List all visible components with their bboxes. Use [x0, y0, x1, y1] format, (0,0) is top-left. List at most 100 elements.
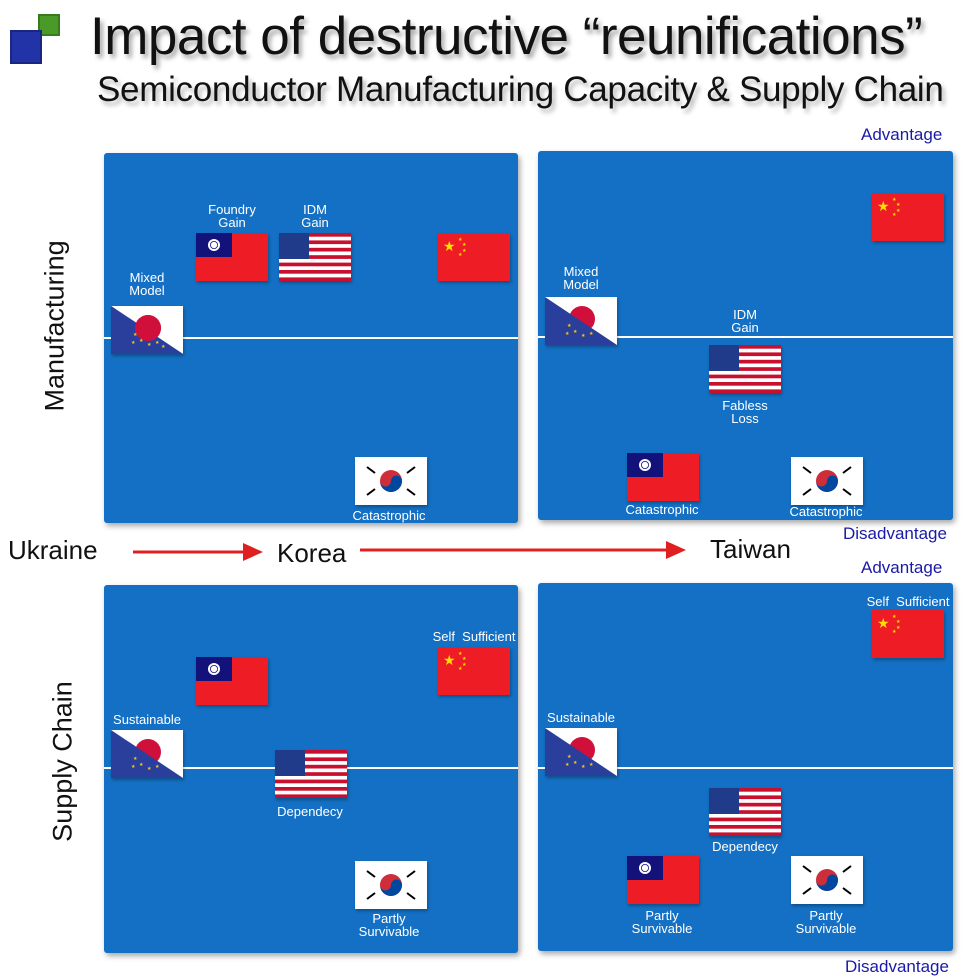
label-self-sufficient: Self Sufficient	[432, 629, 516, 644]
svg-text:★: ★	[573, 329, 578, 335]
label-catastrophic-taiwan: Catastrophic	[625, 502, 699, 517]
svg-text:★: ★	[892, 212, 897, 218]
japan-eu-flag: ★ ★ ★ ★ ★ ★	[111, 306, 183, 354]
china-flag: ★ ★ ★ ★ ★	[438, 233, 510, 281]
svg-text:★: ★	[896, 208, 901, 214]
label-partly-survivable: Partly Survivable	[358, 911, 420, 939]
label-dependecy: Dependecy	[277, 804, 343, 819]
midline	[538, 336, 953, 338]
label-self-sufficient: Self Sufficient	[866, 594, 950, 609]
korea-flag	[355, 457, 427, 505]
svg-text:★: ★	[161, 344, 166, 350]
taiwan-flag	[196, 233, 268, 281]
panel-taiwan-supply-chain: Self Sufficient ★ ★ ★ ★ ★ Sustainable ★ ★ ★ ★ ★ …	[538, 583, 953, 951]
label-partly-survivable-korea: Partly Survivable	[795, 908, 857, 936]
label-idm-gain: IDM Gain	[731, 307, 759, 335]
svg-text:★: ★	[155, 764, 160, 770]
disadvantage-label-top: Disadvantage	[843, 524, 947, 543]
china-flag: ★ ★ ★ ★ ★	[872, 610, 944, 658]
svg-text:★: ★	[565, 331, 570, 337]
usa-flag	[709, 345, 781, 393]
disadvantage-label-bottom: Disadvantage	[845, 957, 949, 976]
midline	[538, 767, 953, 769]
label-sustainable: Sustainable	[113, 712, 181, 727]
svg-text:★: ★	[462, 656, 467, 662]
label-idm-gain: IDM Gain	[301, 202, 329, 230]
svg-text:★: ★	[877, 616, 890, 632]
svg-text:★: ★	[458, 237, 463, 243]
svg-text:★: ★	[581, 333, 586, 339]
svg-text:★: ★	[589, 331, 594, 337]
usa-flag	[709, 788, 781, 836]
svg-text:★: ★	[443, 653, 456, 669]
korea-flag	[791, 856, 863, 904]
taiwan-flag	[627, 856, 699, 904]
label-mixed-model: Mixed Model	[129, 270, 165, 298]
advantage-label-top: Advantage	[861, 125, 943, 144]
svg-text:★: ★	[458, 666, 463, 672]
japan-eu-flag: ★ ★ ★ ★ ★	[545, 297, 617, 345]
svg-text:★: ★	[133, 332, 138, 338]
panel-taiwan-manufacturing: ★ ★ ★ ★ ★ Mixed Model ★ ★ ★ ★ ★ IDM Gain Fabless…	[538, 151, 953, 520]
label-fabless-loss: Fabless Loss	[722, 398, 768, 426]
timeline-korea: Korea	[277, 538, 347, 568]
svg-text:★: ★	[565, 762, 570, 768]
label-sustainable: Sustainable	[547, 710, 615, 725]
svg-text:★: ★	[139, 762, 144, 768]
taiwan-flag	[627, 453, 699, 501]
svg-text:★: ★	[896, 625, 901, 631]
svg-text:★: ★	[147, 342, 152, 348]
timeline-taiwan: Taiwan	[710, 534, 791, 564]
svg-text:★: ★	[896, 202, 901, 208]
svg-text:★: ★	[589, 762, 594, 768]
timeline-ukraine: Ukraine	[8, 535, 98, 565]
label-catastrophic: Catastrophic	[352, 508, 426, 523]
logo-green-square	[38, 14, 60, 36]
arrow-ukraine-korea	[133, 543, 263, 561]
label-mixed-model: Mixed Model	[563, 264, 599, 292]
svg-text:★: ★	[462, 248, 467, 254]
supply-chain-axis-label: Supply Chain	[47, 681, 78, 842]
manufacturing-axis-label: Manufacturing	[39, 240, 70, 412]
svg-text:★: ★	[131, 340, 136, 346]
svg-text:★: ★	[133, 756, 138, 762]
svg-text:★: ★	[155, 340, 160, 346]
svg-text:★: ★	[892, 614, 897, 620]
korea-flag	[791, 457, 863, 505]
logo-blue-square	[10, 30, 42, 64]
panel-korea-supply-chain: Self Sufficient ★ ★ ★ ★ ★ Sustainable ★ ★ ★ ★ ★ …	[104, 585, 518, 953]
svg-text:★: ★	[462, 662, 467, 668]
svg-text:★: ★	[581, 764, 586, 770]
svg-text:★: ★	[573, 760, 578, 766]
svg-text:★: ★	[458, 252, 463, 258]
svg-text:★: ★	[458, 651, 463, 657]
svg-text:★: ★	[877, 199, 890, 215]
logo	[8, 12, 62, 66]
taiwan-flag	[196, 657, 268, 705]
china-flag: ★ ★ ★ ★ ★	[438, 647, 510, 695]
label-dependecy: Dependecy	[712, 839, 778, 854]
svg-text:★: ★	[567, 323, 572, 329]
japan-eu-flag: ★ ★ ★ ★ ★	[111, 730, 183, 778]
arrow-korea-taiwan	[360, 541, 686, 559]
svg-text:★: ★	[131, 764, 136, 770]
svg-text:★: ★	[462, 242, 467, 248]
svg-text:★: ★	[443, 239, 456, 255]
svg-text:★: ★	[139, 338, 144, 344]
svg-text:★: ★	[147, 766, 152, 772]
svg-text:★: ★	[892, 629, 897, 635]
label-catastrophic-korea: Catastrophic	[789, 504, 863, 519]
label-partly-survivable-taiwan: Partly Survivable	[631, 908, 693, 936]
usa-flag	[275, 750, 347, 798]
svg-text:★: ★	[892, 197, 897, 203]
midline	[104, 337, 518, 339]
page-subtitle: Semiconductor Manufacturing Capacity & S…	[97, 70, 944, 109]
page-title: Impact of destructive “reunifications”	[90, 7, 923, 66]
svg-text:★: ★	[896, 619, 901, 625]
japan-eu-flag: ★ ★ ★ ★ ★	[545, 728, 617, 776]
usa-flag	[279, 233, 351, 281]
svg-text:★: ★	[567, 754, 572, 760]
china-flag: ★ ★ ★ ★ ★	[872, 193, 944, 241]
label-foundry-gain: Foundry Gain	[208, 202, 256, 230]
panel-korea-manufacturing: Mixed Model ★ ★ ★ ★ ★ ★ Foundry Gain IDM Gain…	[104, 153, 518, 523]
